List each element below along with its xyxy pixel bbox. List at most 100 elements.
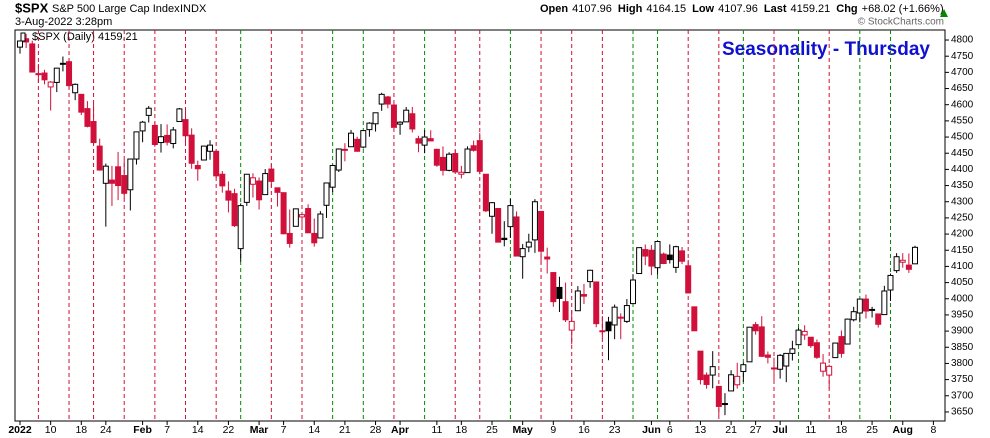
candle-body	[587, 269, 594, 283]
x-tick-label: 6	[667, 424, 673, 436]
candle-body	[593, 281, 600, 325]
x-tick-label: 18	[836, 424, 848, 436]
candle-body	[783, 352, 790, 367]
candle-body	[354, 138, 361, 152]
candle-body	[495, 208, 502, 243]
y-tick-label: 4100	[951, 261, 974, 272]
candle-body	[84, 108, 91, 127]
candle-body	[280, 192, 287, 235]
candle-body	[568, 320, 575, 331]
x-tick-label: 10	[45, 424, 57, 436]
candle-body	[348, 132, 355, 148]
candle-body	[685, 265, 692, 294]
x-tick-label: 11	[431, 424, 442, 436]
y-tick-label: 3800	[951, 358, 974, 369]
candle-body	[832, 342, 839, 359]
candle-body	[415, 138, 422, 144]
candle-body	[525, 241, 532, 248]
candle-body	[397, 121, 404, 125]
watermark: © StockCharts.com	[858, 17, 944, 28]
x-tick-label: Feb	[133, 424, 152, 436]
legend-swatch	[20, 32, 26, 42]
candle-body	[580, 294, 587, 297]
x-tick-label: 18	[456, 424, 468, 436]
candle-body	[200, 145, 207, 161]
candle-body	[139, 121, 146, 132]
legend: $SPX (Daily) 4159.21	[32, 31, 138, 43]
candle-body	[826, 365, 833, 376]
candle-body	[29, 43, 36, 73]
x-tick-label: 21	[725, 424, 737, 436]
quote-value: +68.02 (+1.66%)	[862, 3, 944, 15]
candle-body	[292, 208, 299, 227]
candle-body	[771, 367, 778, 370]
description: S&P 500 Large Cap Index	[52, 3, 180, 15]
candle-body	[452, 153, 459, 173]
y-tick-label: 3650	[951, 407, 974, 418]
candle-body	[476, 140, 483, 172]
candle-body	[35, 73, 42, 76]
quote-value: 4107.96	[572, 3, 612, 15]
candle-body	[691, 306, 698, 332]
candle-body	[862, 298, 869, 312]
y-tick-label: 4750	[951, 51, 974, 62]
candle-body	[636, 247, 643, 275]
candle-body	[127, 158, 134, 191]
candle-body	[108, 179, 115, 184]
timestamp: 3-Aug-2022 3:28pm	[15, 16, 112, 28]
x-tick-label: 16	[578, 424, 590, 436]
candle-body	[721, 403, 728, 406]
candle-body	[856, 298, 863, 314]
candle-body	[550, 272, 557, 303]
y-tick-label: 3700	[951, 390, 974, 401]
candle-body	[801, 330, 808, 336]
symbol: $SPX	[15, 0, 49, 15]
candle-body	[660, 253, 667, 265]
y-tick-label: 4250	[951, 213, 974, 224]
candle-body	[777, 354, 784, 370]
candle-body	[390, 104, 397, 128]
candle-body	[341, 148, 348, 151]
x-tick-label: 14	[308, 424, 320, 436]
candle-body	[562, 301, 569, 321]
candle-body	[366, 122, 373, 131]
candle-body	[881, 290, 888, 316]
y-tick-label: 4650	[951, 83, 974, 94]
quote-label: High	[618, 3, 643, 15]
x-tick-label: 11	[805, 424, 816, 436]
candle-body	[335, 148, 342, 171]
candle-body	[256, 180, 263, 201]
candle-body	[611, 306, 618, 326]
quote-value: 4107.96	[718, 3, 758, 15]
candle-body	[556, 286, 563, 299]
y-tick-label: 4800	[951, 35, 974, 46]
y-tick-label: 4000	[951, 293, 974, 304]
candle-body	[838, 336, 845, 354]
chart-title: Seasonality - Thursday	[722, 39, 930, 60]
candle-body	[90, 121, 97, 144]
candle-body	[458, 171, 465, 175]
x-tick-label: 2022	[8, 424, 32, 436]
candle-body	[875, 313, 882, 325]
candle-body	[170, 129, 177, 145]
candle-body	[176, 108, 183, 123]
candle-body	[764, 354, 771, 358]
candle-body	[102, 165, 109, 184]
candle-body	[464, 148, 471, 174]
candle-body	[740, 364, 747, 373]
candle-body	[599, 330, 606, 333]
y-tick-label: 4350	[951, 180, 974, 191]
candle-body	[249, 177, 256, 185]
candle-body	[274, 187, 281, 193]
x-tick-label: 27	[750, 424, 762, 436]
candle-body	[433, 148, 440, 166]
candle-body	[121, 175, 128, 194]
candle-body	[72, 83, 79, 94]
y-tick-label: 4400	[951, 164, 974, 175]
candle-body	[305, 208, 312, 234]
y-tick-label: 4300	[951, 196, 974, 207]
candle-body	[378, 93, 385, 105]
candle-body	[666, 254, 673, 261]
candle-body	[617, 316, 624, 319]
